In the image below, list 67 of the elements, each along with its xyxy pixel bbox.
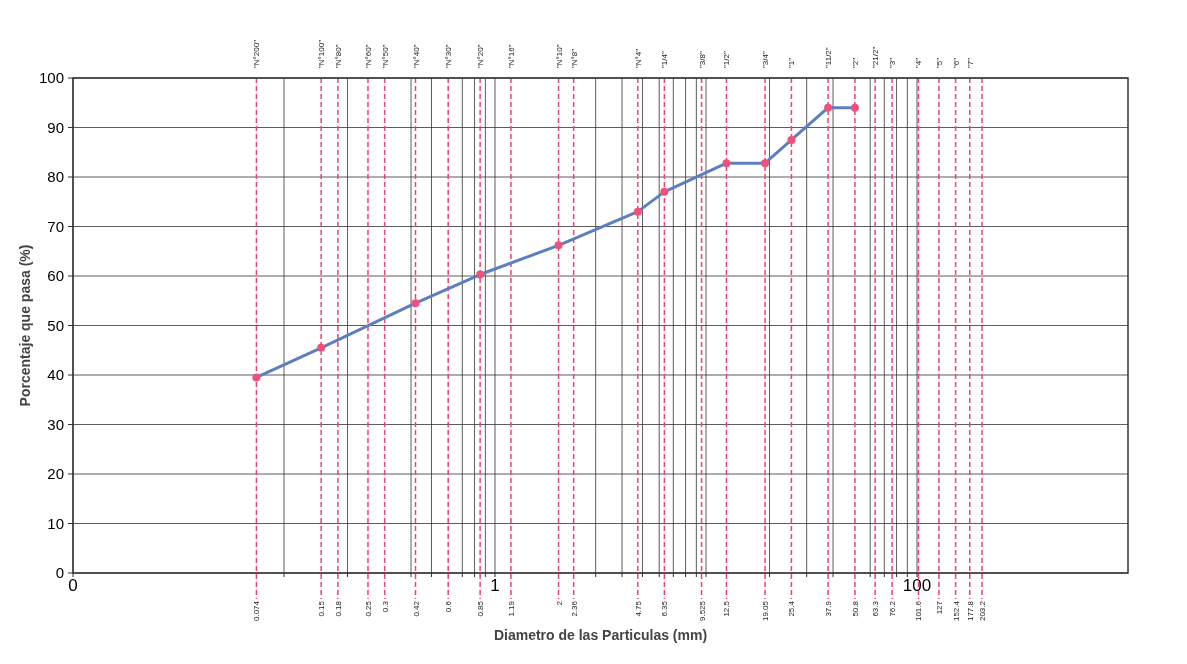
text: "11/2" [824, 47, 834, 68]
text: "N°30" [444, 44, 454, 68]
ref-line-label: 1.19 [506, 600, 516, 617]
ref-line-label: 25.4 [787, 600, 797, 617]
ref-line-label: 4.75 [633, 600, 643, 617]
text: "N°16" [506, 44, 516, 68]
x-tick-label: 0 [68, 576, 78, 595]
ref-line-label: 63.3 [871, 600, 881, 617]
text: "3" [888, 57, 898, 68]
y-tick-label: 30 [47, 415, 64, 433]
x-axis-title: Diametro de las Particulas (mm) [493, 627, 708, 643]
text: "N°20" [476, 44, 486, 68]
text: "3/4" [761, 51, 771, 68]
ref-line-label: 101.6 [914, 600, 924, 622]
ref-line-label: 6.35 [660, 600, 670, 617]
text: "1/2" [722, 51, 732, 68]
y-tick-label: 10 [47, 514, 64, 532]
y-tick-label: 20 [47, 465, 64, 483]
ref-line-label: 0.6 [444, 600, 454, 613]
text: "N°8" [569, 48, 579, 68]
text: "3/8" [697, 51, 707, 68]
y-tick-label: 80 [47, 168, 64, 186]
text: "N°60" [363, 44, 373, 68]
text: "21/2" [871, 46, 881, 68]
ref-line-label: 0.18 [333, 600, 343, 617]
ref-line-label: 2 [554, 600, 564, 606]
y-tick-label: 0 [55, 564, 64, 582]
ref-line-label: 76.2 [888, 600, 898, 617]
x-tick-label: 100 [902, 576, 932, 595]
text: "5" [934, 57, 944, 68]
ref-line-label: 0.3 [380, 600, 390, 613]
y-axis-title: Porcentaje que pasa (%) [17, 244, 33, 407]
text: "6" [951, 57, 961, 68]
text: "1" [787, 57, 797, 68]
text: "1/4" [660, 51, 670, 68]
y-tick-label: 60 [47, 267, 64, 285]
ref-line-label: 0.42 [411, 600, 421, 617]
y-tick-label: 50 [47, 316, 64, 334]
text: "4" [914, 57, 924, 68]
ref-line-label: 50.8 [850, 600, 860, 617]
y-tick-label: 70 [47, 217, 64, 235]
ref-line-label: 152.4 [951, 600, 961, 622]
ref-line-label: 203.2 [977, 600, 987, 622]
ref-line-label: 0.15 [317, 600, 327, 617]
ref-line-label: 127 [934, 600, 944, 615]
text: "2" [850, 57, 860, 68]
text: "N°100" [317, 39, 327, 68]
ref-line-label: 9.525 [697, 600, 707, 622]
y-tick-label: 100 [38, 69, 64, 87]
ref-line-label: 0.85 [476, 600, 486, 617]
ref-line-label: 19.05 [761, 600, 771, 622]
ref-line-label: 37.9 [824, 600, 834, 617]
y-tick-label: 40 [47, 366, 64, 384]
x-tick-label: 1 [490, 576, 500, 595]
text: "N°4" [633, 48, 643, 68]
ref-line-label: 0.074 [252, 600, 262, 622]
text: "N°40" [411, 44, 421, 68]
text: "N°10" [554, 44, 564, 68]
ref-line-label: 12.5 [722, 600, 732, 617]
text: "N°50" [380, 44, 390, 68]
ref-line-label: 2.36 [569, 600, 579, 617]
text: "N°200" [252, 39, 262, 68]
ref-line-label: 0.25 [363, 600, 373, 617]
y-tick-label: 90 [47, 118, 64, 136]
text: "7" [965, 57, 975, 68]
text: "N°80" [333, 44, 343, 68]
ref-line-label: 177.8 [965, 600, 975, 622]
